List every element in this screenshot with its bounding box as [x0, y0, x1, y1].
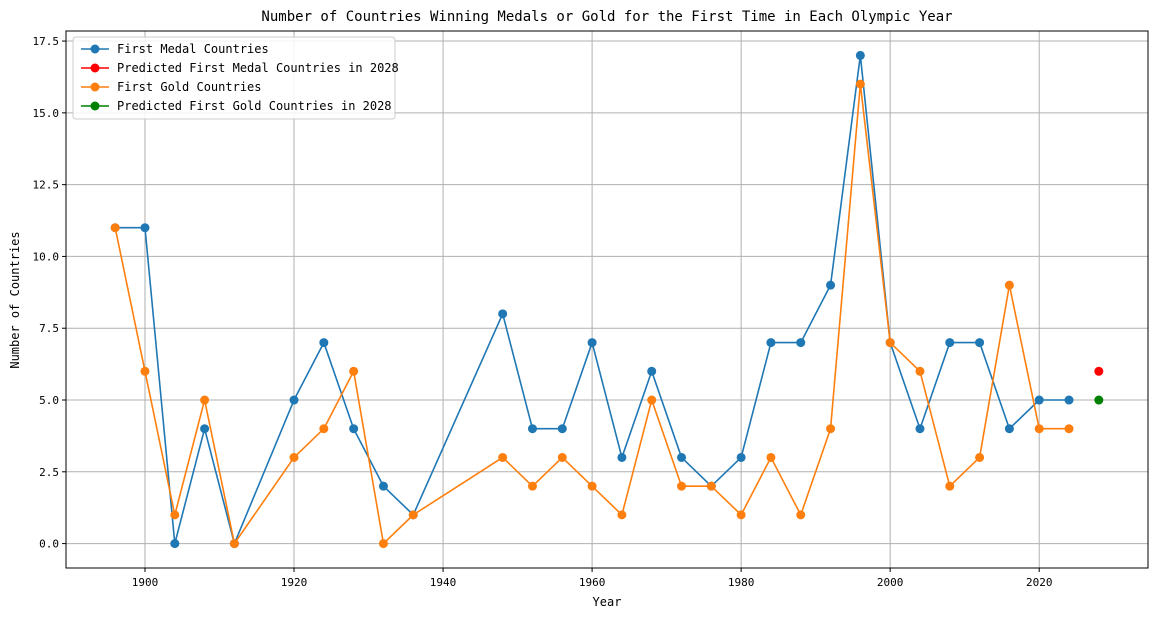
legend-item: First Medal Countries — [81, 42, 269, 56]
data-point — [915, 424, 925, 434]
data-point — [170, 510, 180, 520]
y-tick-label: 15.0 — [33, 107, 60, 120]
y-tick-label: 0.0 — [39, 538, 59, 551]
series-line — [114, 83, 1070, 545]
data-point — [915, 366, 925, 376]
data-point — [677, 452, 687, 462]
legend-box — [72, 36, 396, 120]
plot-area — [110, 50, 1104, 549]
plot-frame — [65, 30, 1149, 569]
data-point — [766, 452, 776, 462]
y-tick-label: 5.0 — [39, 394, 59, 407]
data-point — [617, 510, 627, 520]
data-point — [677, 481, 687, 491]
x-tick-label: 2020 — [1026, 576, 1053, 589]
data-point — [855, 50, 865, 60]
data-point — [498, 309, 508, 319]
data-point — [170, 539, 180, 549]
x-tick-label: 1960 — [579, 576, 606, 589]
data-point — [527, 424, 537, 434]
data-point — [587, 338, 597, 348]
legend-item: Predicted First Gold Countries in 2028 — [81, 99, 392, 113]
legend-item: First Gold Countries — [81, 80, 262, 94]
y-tick-label: 12.5 — [33, 179, 60, 192]
x-tick-label: 1940 — [430, 576, 457, 589]
data-point — [140, 366, 150, 376]
data-point — [855, 79, 865, 89]
series-predicted-first-medal-countries-in-2028 — [1094, 366, 1104, 376]
data-point — [736, 452, 746, 462]
legend-item: Predicted First Medal Countries in 2028 — [81, 61, 399, 75]
data-point — [1094, 366, 1104, 376]
data-point — [200, 395, 210, 405]
data-point — [1004, 280, 1014, 290]
data-point — [319, 338, 329, 348]
legend-marker — [90, 101, 100, 111]
data-point — [975, 338, 985, 348]
data-point — [1064, 395, 1074, 405]
data-point — [1064, 424, 1074, 434]
data-point — [796, 510, 806, 520]
x-axis-label: Year — [593, 595, 622, 609]
data-point — [557, 424, 567, 434]
data-point — [826, 424, 836, 434]
legend-marker — [90, 63, 100, 73]
data-point — [527, 481, 537, 491]
data-point — [1034, 424, 1044, 434]
data-point — [289, 452, 299, 462]
series-line — [115, 54, 1070, 545]
series-first-gold-countries — [110, 79, 1074, 549]
y-tick-label: 2.5 — [39, 466, 59, 479]
data-point — [229, 539, 239, 549]
data-point — [289, 395, 299, 405]
data-point — [885, 338, 895, 348]
chart-title: Number of Countries Winning Medals or Go… — [261, 9, 952, 25]
data-point — [557, 452, 567, 462]
x-tick-label: 1900 — [132, 576, 159, 589]
data-point — [110, 223, 120, 233]
data-point — [408, 510, 418, 520]
data-point — [945, 481, 955, 491]
y-tick-label: 17.5 — [33, 35, 60, 48]
y-tick-label: 7.5 — [39, 322, 59, 335]
data-point — [349, 424, 359, 434]
data-point — [1034, 395, 1044, 405]
data-point — [647, 366, 657, 376]
data-point — [617, 452, 627, 462]
data-point — [378, 481, 388, 491]
data-point — [378, 539, 388, 549]
data-point — [826, 280, 836, 290]
data-point — [587, 481, 597, 491]
grid — [66, 31, 1148, 568]
x-tick-label: 2000 — [877, 576, 904, 589]
legend-label: First Medal Countries — [117, 42, 269, 56]
legend-label: Predicted First Gold Countries in 2028 — [117, 99, 392, 113]
data-point — [1094, 395, 1104, 405]
y-axis-label: Number of Countries — [8, 231, 22, 368]
data-point — [349, 366, 359, 376]
x-tick-label: 1920 — [281, 576, 308, 589]
axis-ticks: 1900 1920 1940 1960 1980 2000 2020 0.0 2.5 5.0 7.5… — [33, 35, 1053, 589]
data-point — [647, 395, 657, 405]
data-point — [766, 338, 776, 348]
data-point — [796, 338, 806, 348]
data-point — [975, 452, 985, 462]
data-point — [319, 424, 329, 434]
legend-label: Predicted First Medal Countries in 2028 — [117, 61, 399, 75]
data-point — [498, 452, 508, 462]
legend-marker — [90, 44, 100, 54]
data-point — [945, 338, 955, 348]
y-tick-label: 10.0 — [33, 250, 60, 263]
legend-marker — [90, 82, 100, 92]
data-point — [200, 424, 210, 434]
x-tick-label: 1980 — [728, 576, 755, 589]
legend: First Medal Countries Predicted First Med… — [72, 36, 399, 120]
data-point — [1004, 424, 1014, 434]
data-point — [736, 510, 746, 520]
series-predicted-first-gold-countries-in-2028 — [1094, 395, 1104, 405]
data-point — [706, 481, 716, 491]
legend-label: First Gold Countries — [117, 80, 262, 94]
data-point — [140, 223, 150, 233]
